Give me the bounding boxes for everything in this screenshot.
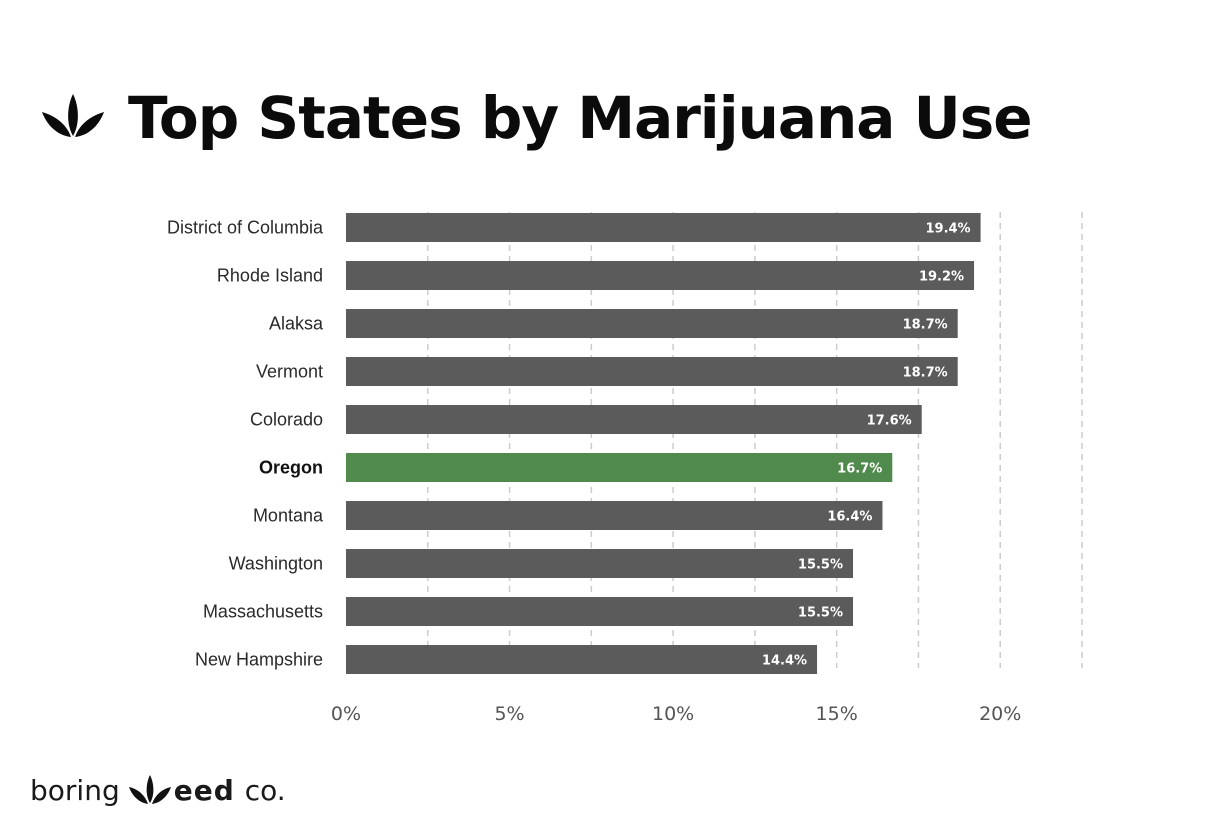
- brand-logo: boring eed co.: [30, 766, 286, 814]
- data-label: 15.5%: [798, 558, 843, 573]
- bar-chart: District of Columbia 19.4% Rhode Island 19.…: [167, 212, 1083, 725]
- category-label: Rhode Island: [217, 266, 323, 286]
- data-label: 19.4%: [925, 222, 970, 237]
- bar: [346, 501, 883, 530]
- category-label: Washington: [229, 554, 323, 574]
- bar: [346, 597, 854, 626]
- bar: [346, 261, 975, 290]
- brand-text-eed: eed: [173, 773, 235, 807]
- bar: [346, 405, 922, 434]
- category-label: Oregon: [259, 458, 323, 478]
- x-tick-label: 20%: [979, 703, 1021, 725]
- category-label: New Hampshire: [195, 650, 323, 670]
- category-label: District of Columbia: [167, 218, 324, 238]
- category-label: Colorado: [250, 410, 323, 430]
- bar: [346, 549, 854, 578]
- bar: [346, 645, 818, 674]
- category-label: Alaksa: [269, 314, 324, 334]
- category-label: Montana: [253, 506, 324, 526]
- category-label: Vermont: [256, 362, 323, 382]
- page-title: Top States by Marijuana Use: [128, 84, 1033, 152]
- x-tick-label: 0%: [331, 703, 361, 725]
- x-tick-label: 5%: [494, 703, 524, 725]
- x-tick-label: 10%: [652, 703, 694, 725]
- brand-text-boring: boring: [30, 773, 120, 807]
- bar-highlighted: [346, 453, 893, 482]
- data-label: 18.7%: [903, 318, 948, 333]
- bar: [346, 309, 958, 338]
- bar: [346, 213, 981, 242]
- data-label: 17.6%: [867, 414, 912, 429]
- data-label: 16.7%: [837, 462, 882, 477]
- cannabis-leaf-icon: [42, 94, 104, 137]
- header: Top States by Marijuana Use: [40, 78, 1033, 158]
- x-tick-label: 15%: [816, 703, 858, 725]
- data-label: 15.5%: [798, 606, 843, 621]
- data-label: 16.4%: [827, 510, 872, 525]
- brand-text-co: co.: [244, 773, 286, 807]
- bar: [346, 357, 958, 386]
- category-label: Massachusetts: [203, 602, 323, 622]
- data-label: 14.4%: [762, 654, 807, 669]
- data-label: 18.7%: [903, 366, 948, 381]
- cannabis-leaf-icon: [128, 775, 171, 804]
- data-label: 19.2%: [919, 270, 964, 285]
